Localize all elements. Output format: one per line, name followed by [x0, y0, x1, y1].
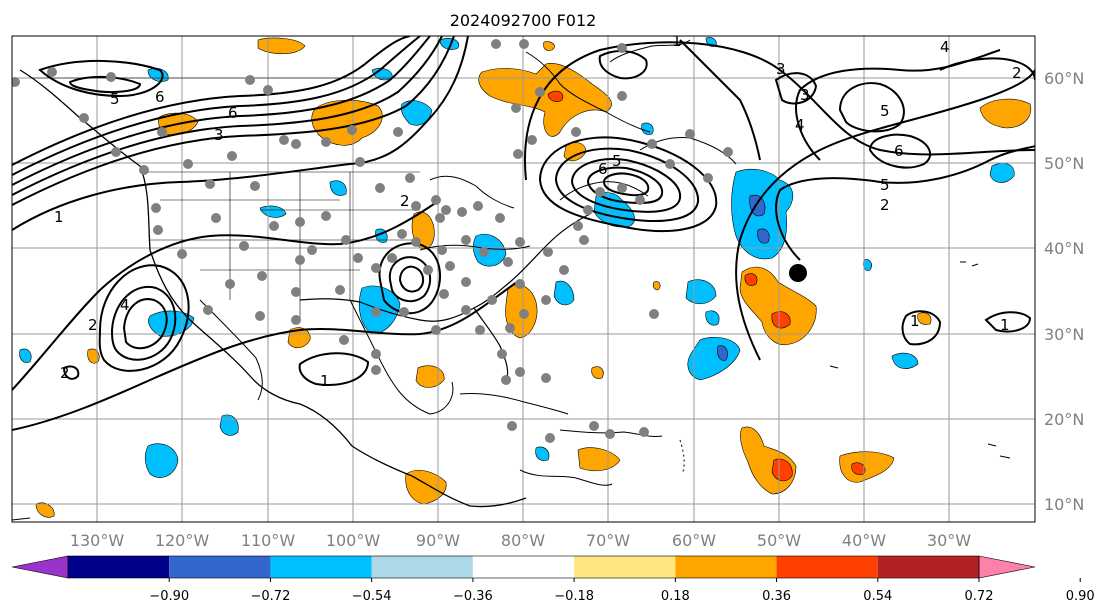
- lat-label: 40°N: [1044, 239, 1084, 258]
- colorbar-swatch: [270, 556, 372, 578]
- lon-label: 60°W: [672, 531, 716, 550]
- contour-label: 1: [320, 372, 330, 390]
- negative-anomaly-shading: [19, 37, 1015, 478]
- colorbar-swatch: [472, 556, 575, 578]
- contour-label: 5: [880, 176, 890, 194]
- contour-label: 3: [800, 86, 810, 104]
- lon-label: 40°W: [842, 531, 886, 550]
- colorbar-swatch: [574, 556, 676, 578]
- contour-label: 1: [672, 32, 682, 50]
- colorbar-tick-label: −0.90: [149, 589, 189, 604]
- contour-label: 4: [795, 116, 805, 134]
- colorbar-tick-label: 0.90: [1066, 589, 1095, 604]
- map-area: 1 2 4 1 5 6 6 3 2 6 5 2 5 6 5 3 4 2 1 1 …: [12, 32, 1035, 522]
- colorbar-swatch: [169, 556, 271, 578]
- lon-label: 80°W: [501, 531, 545, 550]
- colorbar-tick-label: −0.18: [554, 589, 594, 604]
- contour-label: 5: [110, 90, 120, 108]
- contour-label: 6: [155, 88, 165, 106]
- station-markers: [12, 39, 733, 443]
- contour-label: 3: [776, 60, 786, 78]
- latitude-labels: 60°N 50°N 40°N 30°N 20°N 10°N: [1044, 69, 1084, 514]
- lon-label: 90°W: [416, 531, 460, 550]
- lon-label: 100°W: [326, 531, 381, 550]
- lon-label: 130°W: [70, 531, 125, 550]
- contour-label: 6: [598, 160, 608, 178]
- colorbar-extend-low: [11, 555, 69, 579]
- contour-label: 1: [910, 312, 920, 330]
- lon-label: 30°W: [927, 531, 971, 550]
- contour-label: 3: [214, 126, 224, 144]
- contour-label: 2: [880, 196, 890, 214]
- colorbar-tick-label: 0.72: [965, 589, 994, 604]
- contour-label: 2: [400, 192, 410, 210]
- contour-label: 5: [880, 102, 890, 120]
- coastlines-and-borders: [12, 39, 1011, 521]
- colorbar: −0.90 −0.72 −0.54 −0.36 −0.18 0.18 0.36 0.54 0.7…: [11, 555, 1095, 604]
- colorbar-tick-label: −0.72: [251, 589, 291, 604]
- lat-label: 50°N: [1044, 154, 1084, 173]
- contour-label: 1: [1000, 316, 1010, 334]
- lat-label: 10°N: [1044, 495, 1084, 514]
- lon-label: 120°W: [155, 531, 210, 550]
- lon-label: 110°W: [241, 531, 296, 550]
- lat-label: 30°N: [1044, 325, 1084, 344]
- colorbar-swatch: [776, 556, 878, 578]
- contour-label: 4: [940, 38, 950, 56]
- lon-label: 50°W: [757, 531, 801, 550]
- colorbar-tick-label: 0.18: [661, 589, 690, 604]
- contour-lines: [12, 36, 1035, 431]
- colorbar-swatch: [675, 556, 777, 578]
- colorbar-tick-label: 0.54: [863, 589, 892, 604]
- colorbar-tick-label: −0.54: [352, 589, 392, 604]
- colorbar-tick-label: 0.36: [762, 589, 791, 604]
- lat-label: 60°N: [1044, 69, 1084, 88]
- colorbar-tick-label: −0.36: [453, 589, 493, 604]
- contour-label: 2: [1012, 64, 1022, 82]
- colorbar-swatch: [877, 556, 979, 578]
- map-title: 2024092700 F012: [450, 11, 597, 30]
- contour-label: 6: [894, 142, 904, 160]
- lon-label: 70°W: [586, 531, 630, 550]
- contour-labels: 1 2 4 1 5 6 6 3 2 6 5 2 5 6 5 3 4 2 1 1 …: [54, 32, 1022, 390]
- positive-anomaly-shading: [35, 37, 1032, 518]
- contour-label: 4: [120, 296, 130, 314]
- colorbar-outline: [67, 555, 980, 579]
- colorbar-swatch: [68, 556, 170, 578]
- map-frame: [11, 35, 1036, 523]
- storm-center-marker: [789, 264, 807, 282]
- colorbar-swatch: [371, 556, 473, 578]
- contour-label: 2: [60, 364, 70, 382]
- longitude-labels: 130°W 120°W 110°W 100°W 90°W 80°W 70°W 6…: [70, 531, 971, 550]
- contour-label: 5: [612, 152, 622, 170]
- contour-label: 2: [88, 316, 98, 334]
- contour-label: 1: [54, 208, 64, 226]
- contour-label: 6: [228, 104, 238, 122]
- colorbar-extend-high: [978, 555, 1036, 579]
- lat-label: 20°N: [1044, 410, 1084, 429]
